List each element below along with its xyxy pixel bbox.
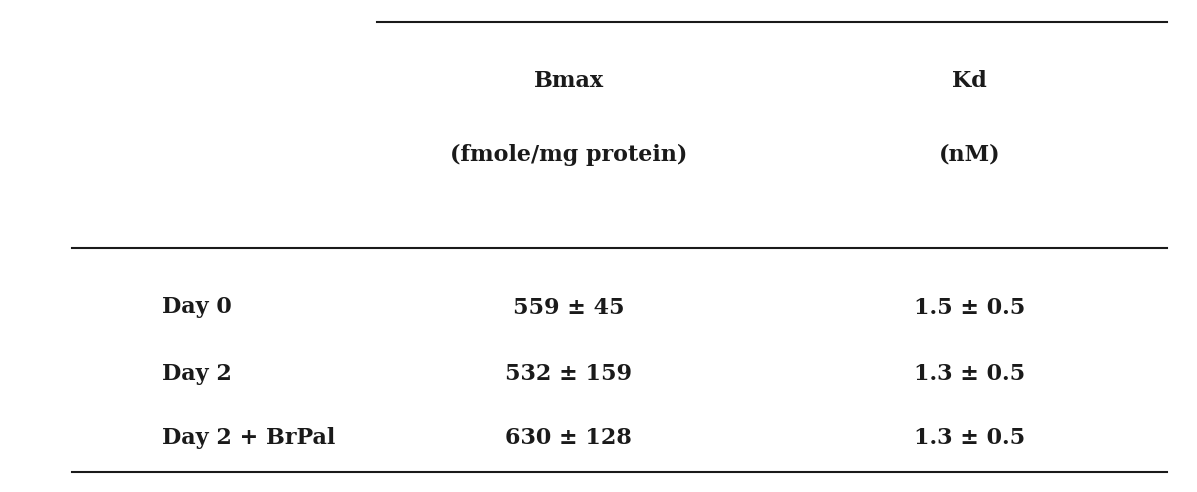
Text: (fmole/mg protein): (fmole/mg protein) <box>450 144 687 166</box>
Text: (nM): (nM) <box>938 144 1001 166</box>
Text: Day 0: Day 0 <box>162 297 231 318</box>
Text: 1.3 ± 0.5: 1.3 ± 0.5 <box>915 427 1025 449</box>
Text: 1.3 ± 0.5: 1.3 ± 0.5 <box>915 363 1025 385</box>
Text: 1.5 ± 0.5: 1.5 ± 0.5 <box>915 297 1025 318</box>
Text: Day 2: Day 2 <box>162 363 231 385</box>
Text: 630 ± 128: 630 ± 128 <box>505 427 632 449</box>
Text: 559 ± 45: 559 ± 45 <box>512 297 625 318</box>
Text: Bmax: Bmax <box>534 70 603 92</box>
Text: 532 ± 159: 532 ± 159 <box>505 363 632 385</box>
Text: Day 2 + BrPal: Day 2 + BrPal <box>162 427 335 449</box>
Text: Kd: Kd <box>952 70 988 92</box>
